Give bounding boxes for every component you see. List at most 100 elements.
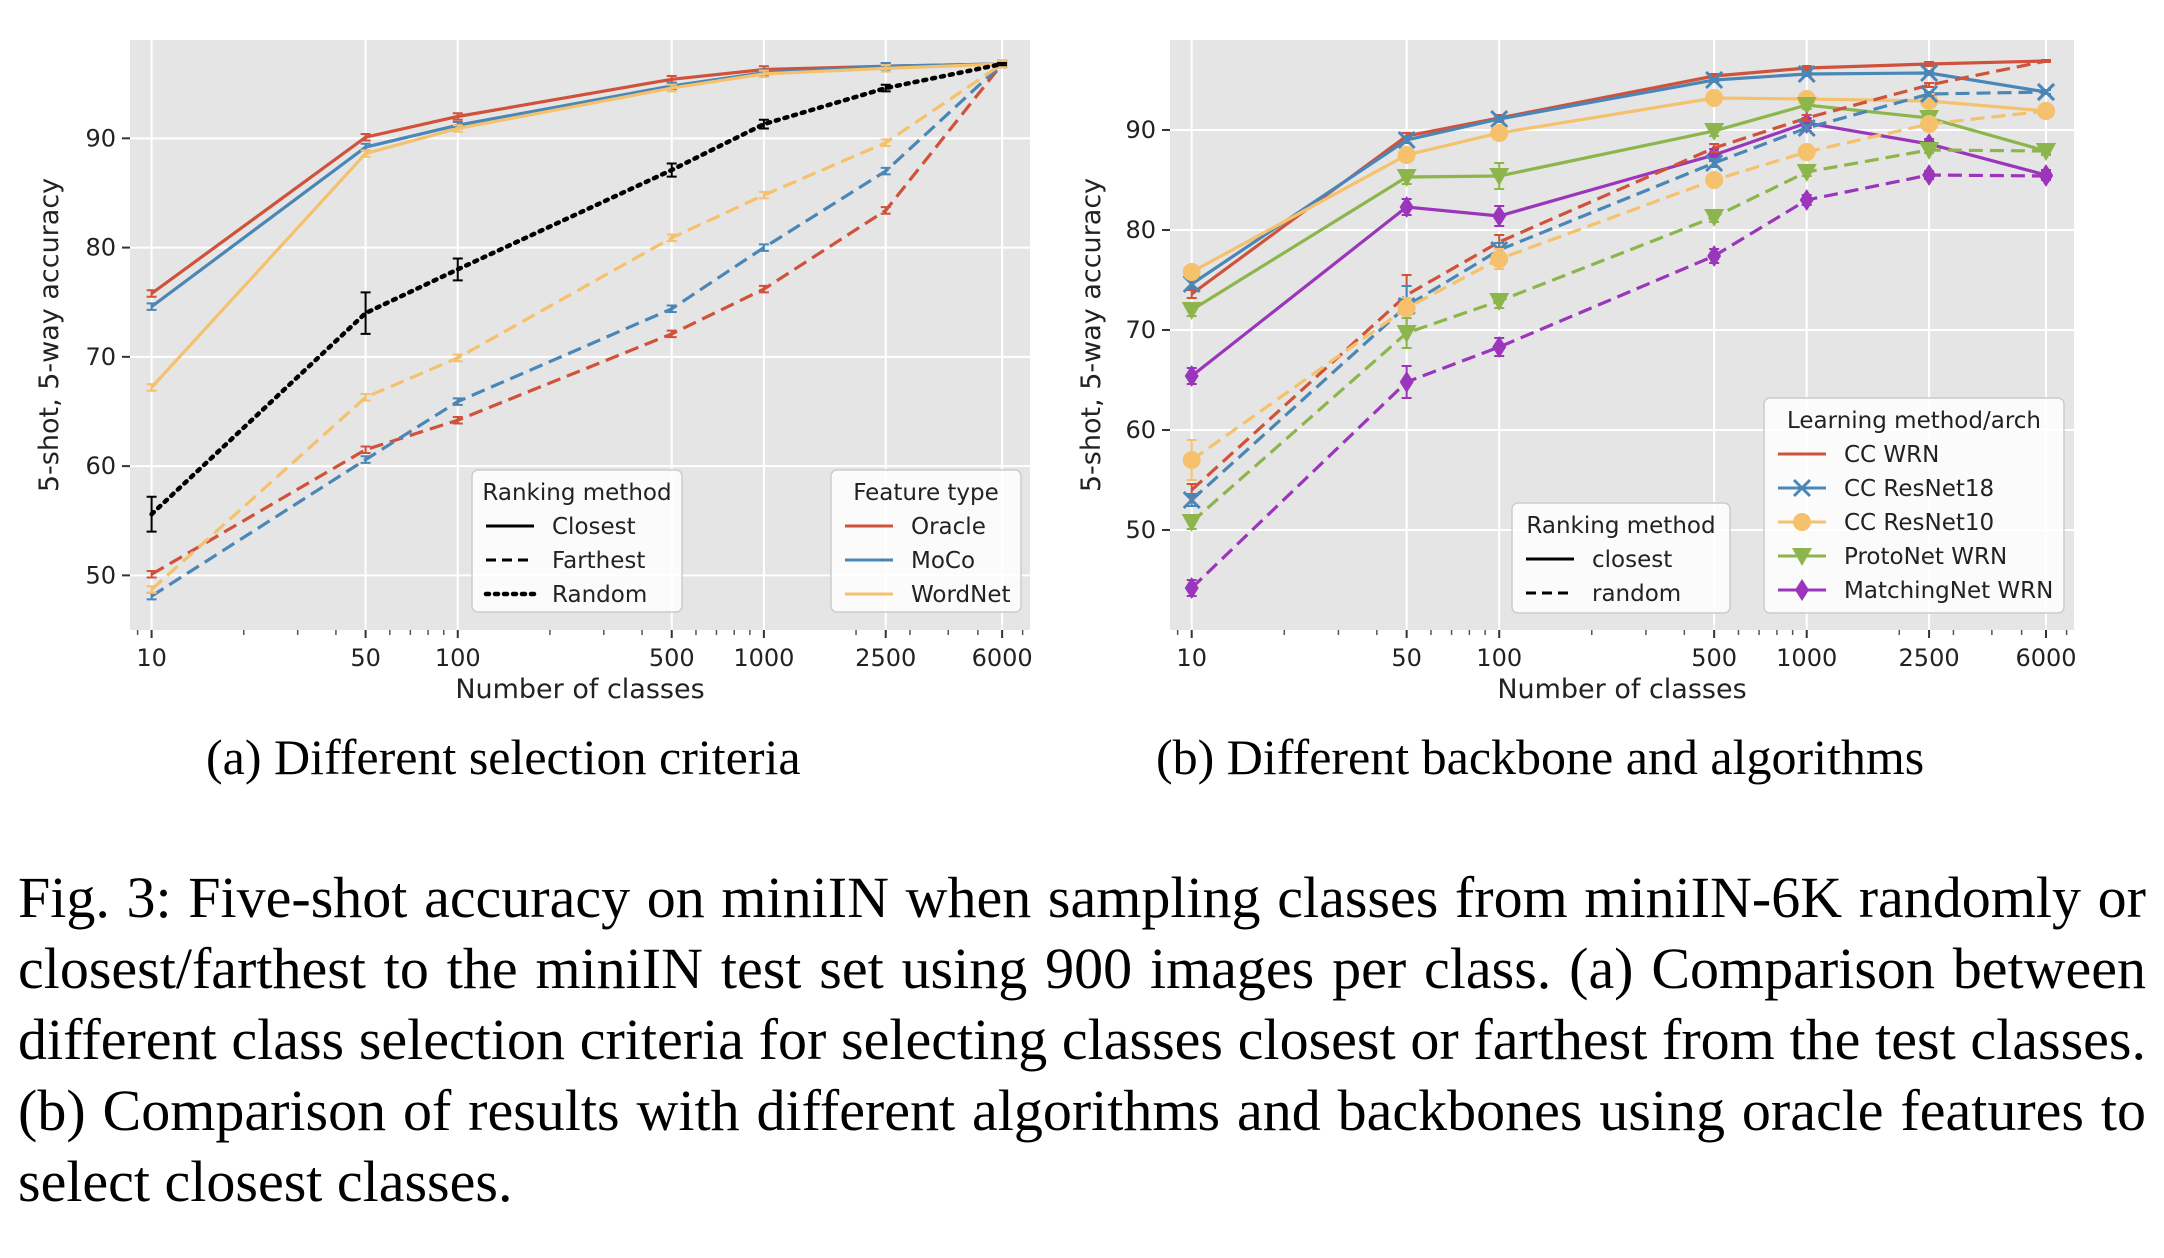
data-point <box>1492 336 1507 358</box>
chart-panel-a: 10 50 100 500 1000 2500 6000 50 60 70 80 90 Number o… <box>34 40 1033 705</box>
data-point <box>1397 299 1416 317</box>
error-bar <box>146 302 157 311</box>
legend-feature-type: Feature type Oracle MoCo WordNet <box>830 469 1022 613</box>
legend-ranking-method: Ranking method Closest Farthest Random <box>471 469 683 613</box>
error-bar <box>758 243 769 252</box>
error-bar <box>360 445 371 454</box>
x-tick-label: 2500 <box>1899 644 1960 672</box>
legend-title: Ranking method <box>482 480 671 506</box>
data-point <box>1797 143 1816 161</box>
figure-panels: 10 50 100 500 1000 2500 6000 50 60 70 80 90 Number o… <box>34 40 2077 705</box>
legend-label: Random <box>552 582 647 608</box>
data-point <box>1799 189 1814 211</box>
x-axis-label: Number of classes <box>455 674 704 705</box>
x-tick-label: 100 <box>1476 644 1522 672</box>
x-tick-label: 100 <box>435 644 481 672</box>
error-bar <box>360 291 371 335</box>
error-bar <box>146 289 157 298</box>
legend-label: CC ResNet18 <box>1844 476 1994 502</box>
error-bar <box>146 585 157 594</box>
legend-title: Feature type <box>853 480 999 506</box>
legend-marker <box>1792 478 1812 498</box>
legend-label: MoCo <box>911 548 975 574</box>
error-bar <box>452 257 463 282</box>
x-tick-label: 500 <box>1691 644 1737 672</box>
legend-label: CC WRN <box>1844 442 1939 468</box>
data-point <box>2035 143 2056 161</box>
error-bar <box>1801 114 1812 122</box>
legend-frame <box>830 469 1022 613</box>
y-tick-label: 50 <box>1125 516 1156 544</box>
figure-caption: Fig. 3: Five-shot accuracy on miniIN whe… <box>18 865 2146 1214</box>
data-point <box>1705 70 1724 90</box>
error-bar <box>666 329 677 339</box>
error-bar <box>758 69 769 79</box>
legend-title: Learning method/arch <box>1787 408 2041 434</box>
data-point <box>1182 451 1201 469</box>
error-bar <box>1924 61 1935 67</box>
data-point <box>1705 153 1724 173</box>
x-tick-label: 10 <box>136 644 167 672</box>
error-bar <box>360 132 371 142</box>
error-bar <box>880 83 891 93</box>
error-bar <box>758 118 769 130</box>
error-bar <box>452 353 463 363</box>
y-tick-label: 70 <box>85 343 116 371</box>
y-tick-label: 60 <box>1125 416 1156 444</box>
data-point <box>1399 371 1414 393</box>
x-tick-label: 6000 <box>2015 644 2076 672</box>
data-point <box>1184 577 1199 599</box>
data-point <box>1490 250 1509 268</box>
error-bar <box>758 190 769 200</box>
data-point <box>1797 64 1816 84</box>
y-tick-label: 90 <box>85 124 116 152</box>
data-point <box>1920 63 1939 83</box>
error-bar <box>146 570 157 579</box>
data-point <box>1182 490 1201 510</box>
error-bar <box>1186 289 1197 299</box>
legend-label: random <box>1592 581 1681 607</box>
legend-label: Closest <box>552 514 636 540</box>
error-bar <box>2040 59 2051 63</box>
legend-marker <box>1795 579 1809 601</box>
subcaption-b: (b) Different backbone and algorithms <box>1156 729 1925 785</box>
data-point <box>1707 245 1722 267</box>
data-point <box>1489 293 1510 311</box>
data-point <box>1182 263 1201 281</box>
x-tick-label: 2500 <box>855 644 916 672</box>
legend-label: WordNet <box>911 582 1011 608</box>
x-tick-label: 500 <box>649 644 695 672</box>
data-point <box>1919 142 1940 160</box>
data-point <box>1489 168 1510 186</box>
error-bar <box>1924 82 1935 88</box>
data-point <box>1490 109 1509 129</box>
error-bar <box>758 284 769 294</box>
error-bar <box>880 166 891 176</box>
x-tick-label: 50 <box>350 644 381 672</box>
error-bar <box>360 393 371 402</box>
data-point <box>1397 146 1416 164</box>
data-point <box>1704 209 1725 227</box>
data-point <box>1704 123 1725 141</box>
axes: 10 50 100 500 1000 2500 6000 50 60 70 80 90 Number o… <box>34 124 1033 705</box>
x-tick-label: 6000 <box>972 644 1033 672</box>
data-point <box>1396 169 1417 187</box>
data-point <box>1184 365 1199 387</box>
error-bar <box>880 206 891 215</box>
legend-label: closest <box>1592 547 1672 573</box>
y-axis-label: 5-shot, 5-way accuracy <box>1076 178 1107 492</box>
error-bar <box>452 397 463 406</box>
data-point <box>1397 130 1416 150</box>
error-bar <box>146 383 157 392</box>
x-tick-label: 1000 <box>1776 644 1837 672</box>
error-bar <box>360 455 371 464</box>
error-bar <box>452 112 463 121</box>
data-point <box>1796 97 1817 115</box>
legend-label: MatchingNet WRN <box>1844 578 2053 604</box>
y-tick-label: 80 <box>1125 216 1156 244</box>
error-bar <box>146 495 157 533</box>
axes: 10 50 100 500 1000 2500 6000 50 60 70 80 90 Number o… <box>1076 116 2077 705</box>
x-tick-label: 10 <box>1176 644 1207 672</box>
legend-frame <box>1763 397 2065 614</box>
data-point <box>2038 165 2053 187</box>
